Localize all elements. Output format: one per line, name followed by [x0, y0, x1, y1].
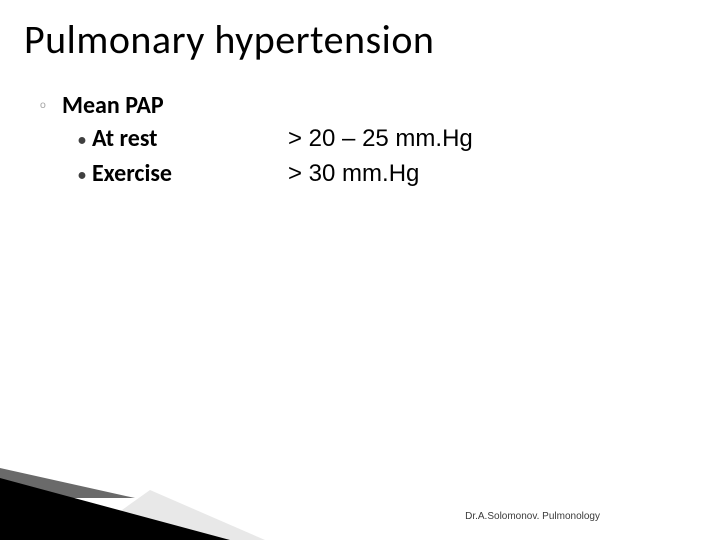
bullet-icon: • — [78, 168, 86, 184]
sub-row: • At rest > 20 – 25 mm.Hg — [78, 122, 696, 157]
accent-shape-dark — [0, 478, 230, 540]
sub-label-cell: • Exercise — [78, 157, 288, 192]
sub-label: Exercise — [92, 157, 172, 192]
list-marker-icon: o — [40, 98, 46, 111]
bullet-icon: • — [78, 133, 86, 149]
sub-row: • Exercise > 30 mm.Hg — [78, 157, 696, 192]
sub-value: > 30 mm.Hg — [288, 157, 419, 192]
sub-label-cell: • At rest — [78, 122, 288, 157]
main-item-label: Mean PAP — [62, 90, 696, 122]
footer-credit: Dr.A.Solomonov. Pulmonology — [465, 511, 600, 522]
sub-label: At rest — [92, 122, 158, 157]
slide-title: Pulmonary hypertension — [24, 18, 696, 62]
content-block: o Mean PAP • At rest > 20 – 25 mm.Hg • E… — [24, 90, 696, 192]
sub-value: > 20 – 25 mm.Hg — [288, 122, 473, 157]
slide: Pulmonary hypertension o Mean PAP • At r… — [0, 0, 720, 540]
